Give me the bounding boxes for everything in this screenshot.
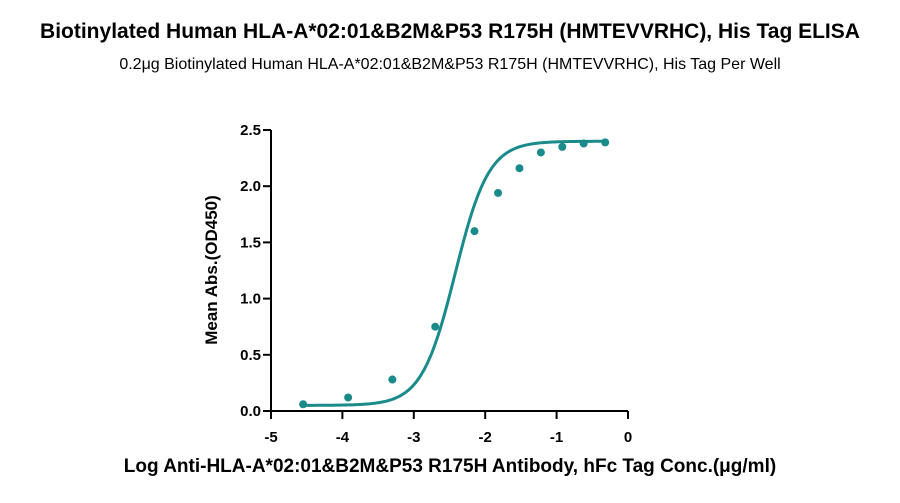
data-point: [536, 148, 545, 157]
data-point: [558, 142, 567, 151]
y-tick-label: 2.0: [240, 178, 261, 195]
chart-subtitle: 0.2μg Biotinylated Human HLA-A*02:01&B2M…: [119, 56, 781, 73]
chart-title: Biotinylated Human HLA-A*02:01&B2M&P53 R…: [40, 20, 860, 43]
x-tick-label: -3: [407, 429, 420, 446]
data-point: [299, 400, 308, 409]
x-tick-label: -4: [336, 429, 350, 446]
x-axis-label: Log Anti-HLA-A*02:01&B2M&P53 R175H Antib…: [123, 456, 777, 477]
data-point: [388, 375, 397, 384]
fit-curve: [303, 139, 606, 407]
x-tick-label: -5: [264, 429, 277, 446]
y-tick-label: 0.5: [240, 347, 261, 364]
data-point: [579, 139, 588, 148]
y-tick-label: 2.5: [240, 122, 261, 139]
x-tick-label: 0: [624, 429, 632, 446]
data-point: [470, 227, 479, 236]
data-point: [601, 138, 610, 147]
data-point: [494, 188, 503, 197]
y-tick-label: 1.0: [240, 291, 261, 308]
data-point: [344, 393, 353, 402]
y-tick-label: 0.0: [240, 403, 261, 420]
y-tick-label: 1.5: [240, 234, 261, 251]
data-point: [515, 164, 524, 173]
x-tick-label: -2: [479, 429, 492, 446]
x-tick-label: -1: [550, 429, 563, 446]
data-point: [431, 322, 440, 331]
